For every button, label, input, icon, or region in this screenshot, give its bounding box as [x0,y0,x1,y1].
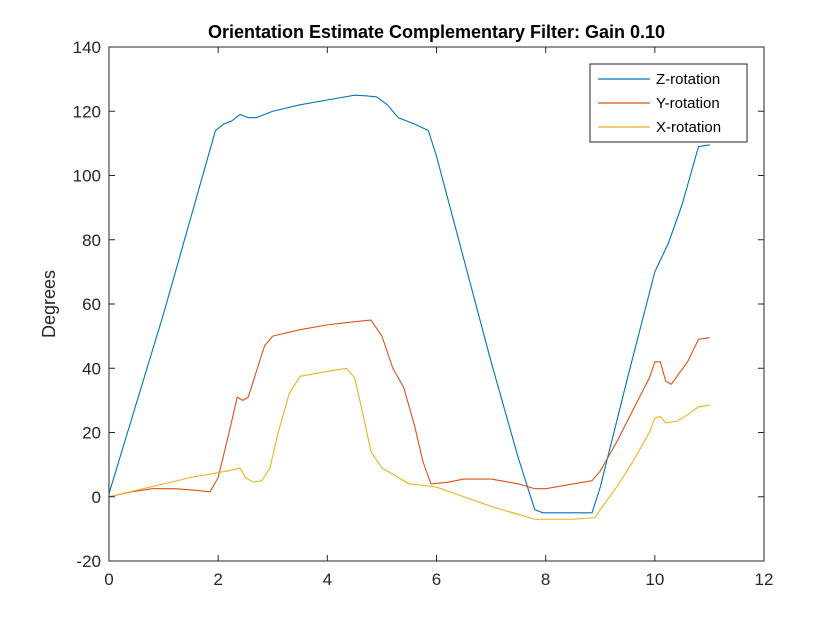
x-tick-label: 4 [323,570,332,589]
series-line-x-rotation [108,367,710,520]
y-tick-label: 40 [82,359,101,378]
y-tick-label: 80 [82,231,101,250]
y-tick-label: 20 [82,424,101,443]
y-tick-label: 100 [73,167,101,186]
legend-label-y-rotation: Y-rotation [656,95,720,112]
y-tick-label: 140 [73,38,101,57]
legend-label-z-rotation: Z-rotation [656,71,720,88]
y-tick-label: -20 [76,552,101,571]
x-tick-label: 12 [755,570,774,589]
y-tick-label: 120 [73,102,101,121]
y-tick-label: 60 [82,295,101,314]
y-tick-label: 0 [92,488,101,507]
x-tick-label: 10 [645,570,664,589]
x-tick-label: 8 [541,570,550,589]
x-tick-label: 0 [104,570,113,589]
legend: Z-rotation Y-rotation X-rotation [589,63,748,143]
x-tick-label: 2 [213,570,222,589]
y-axis-label: Degrees [39,270,59,338]
series-layer [108,94,710,520]
chart-title: Orientation Estimate Complementary Filte… [208,22,665,42]
series-line-y-rotation [108,319,710,498]
series-line-z-rotation [108,94,710,514]
x-tick-label: 6 [432,570,441,589]
legend-label-x-rotation: X-rotation [656,119,721,136]
